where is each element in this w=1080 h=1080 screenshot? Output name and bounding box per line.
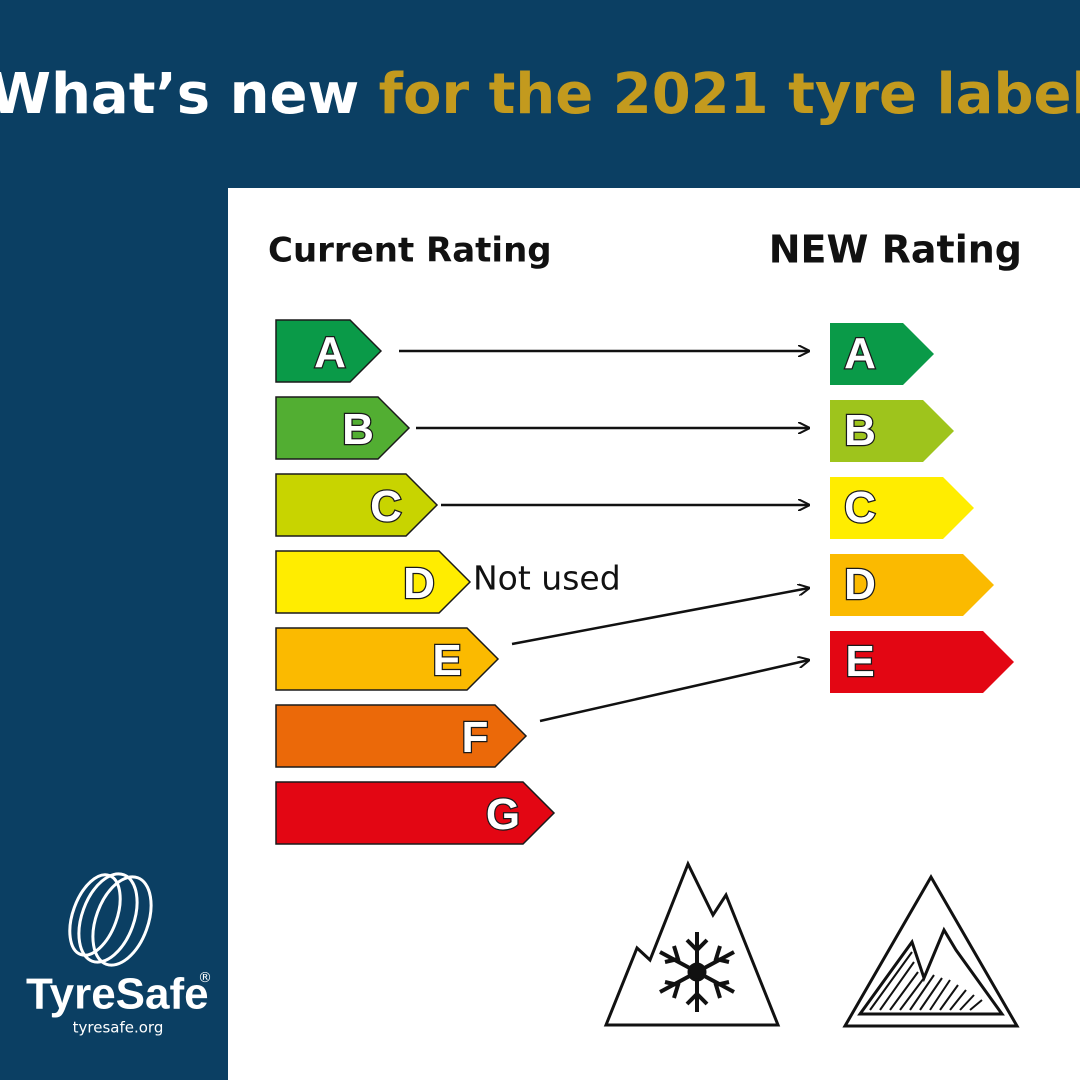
grade-letter: B — [342, 405, 374, 454]
title-highlight: for the 2021 tyre label — [379, 62, 1080, 127]
new-rating-tag — [830, 323, 934, 385]
current-rating-tag — [275, 704, 528, 768]
logo-url: tyresafe.org — [73, 1019, 164, 1037]
grade-letter: C — [844, 483, 876, 532]
grade-letter: F — [462, 713, 489, 762]
snowflake-mountain-icon — [603, 860, 781, 1027]
grade-letter: B — [844, 406, 876, 455]
arrow — [511, 588, 809, 646]
grade-letter: A — [314, 328, 346, 377]
grade-letter: G — [486, 790, 520, 839]
mountain-icon — [842, 873, 1020, 1028]
current-rating-tag — [275, 319, 383, 383]
logo-mark: ® — [198, 970, 212, 986]
logo-name: TyreSafe — [26, 970, 209, 1019]
arrows — [399, 351, 809, 723]
current-rating-tag — [275, 627, 500, 691]
grade-letter: E — [432, 636, 461, 685]
current-rating-tag — [275, 396, 411, 460]
new-rating-tag — [830, 400, 954, 462]
title: What’s new for the 2021 tyre label — [0, 62, 1080, 127]
logo — [68, 872, 153, 967]
new-title: NEW Rating — [769, 228, 1022, 272]
not-used-note: Not used — [473, 559, 621, 598]
new-rating-tag — [830, 477, 974, 539]
current-rating-tag — [275, 550, 472, 614]
title-start: What’s new — [0, 62, 359, 127]
grade-letter: D — [403, 559, 435, 608]
grade-letter: A — [844, 329, 876, 378]
current-title: Current Rating — [268, 231, 552, 271]
arrow — [539, 660, 809, 723]
grade-letter: D — [844, 560, 876, 609]
grade-letter: C — [370, 482, 402, 531]
grade-letter: E — [845, 637, 874, 686]
new-rating-tag — [830, 631, 1014, 693]
current-rating-tag — [275, 473, 439, 537]
current-rating-tag — [275, 781, 556, 845]
new-rating-tag — [830, 554, 994, 616]
